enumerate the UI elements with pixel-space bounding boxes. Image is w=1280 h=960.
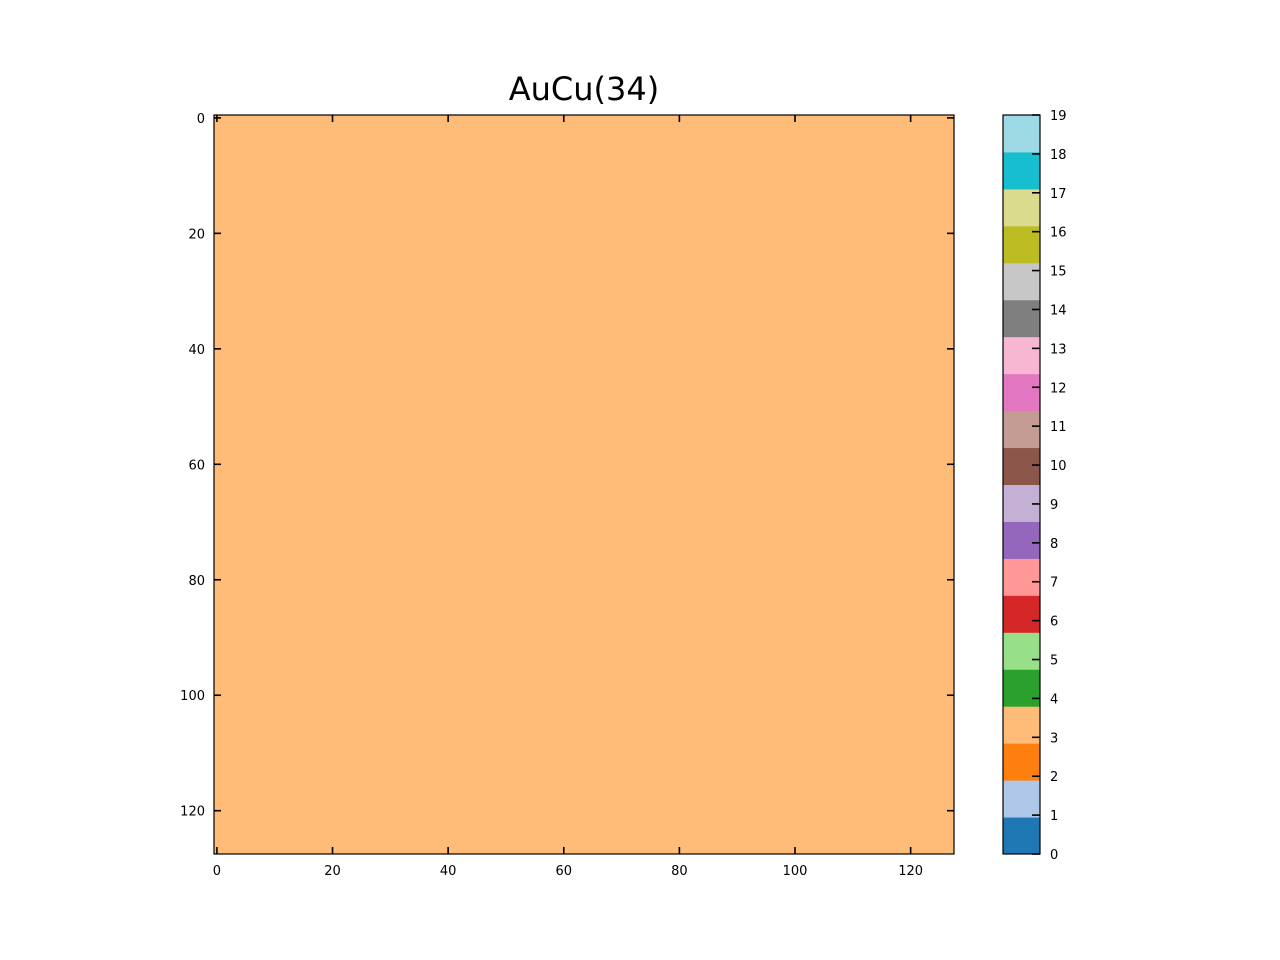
colorbar-swatch	[1003, 632, 1040, 670]
colorbar-swatch	[1003, 780, 1040, 818]
chart-title: AuCu(34)	[509, 70, 659, 108]
colorbar-swatch	[1003, 188, 1040, 227]
colorbar-tick-label: 5	[1050, 654, 1058, 669]
colorbar-tick-label: 6	[1050, 615, 1058, 630]
heatmap	[214, 115, 954, 854]
y-tick-label: 40	[188, 343, 205, 358]
x-tick-label: 120	[898, 864, 923, 879]
x-axis: 0 20 40 60 80 100 120	[213, 115, 923, 879]
colorbar-tick-label: 18	[1050, 148, 1067, 163]
colorbar-tick-label: 11	[1050, 420, 1067, 435]
colorbar-tick-label: 9	[1050, 498, 1058, 513]
colorbar-swatch	[1003, 817, 1040, 855]
colorbar-swatch	[1003, 410, 1040, 449]
x-tick-label: 100	[783, 864, 808, 879]
colorbar-tick-label: 2	[1050, 770, 1058, 785]
y-tick-label: 80	[188, 574, 205, 589]
colorbar-swatch	[1003, 373, 1040, 412]
colorbar-tick-label: 10	[1050, 459, 1067, 474]
x-tick-label: 60	[555, 864, 572, 879]
x-tick-label: 40	[440, 864, 457, 879]
colorbar-tick-label: 13	[1050, 342, 1067, 357]
colorbar-swatch	[1003, 447, 1040, 485]
colorbar-tick-label: 14	[1050, 303, 1067, 318]
y-tick-label: 0	[197, 112, 205, 127]
colorbar-swatch	[1003, 595, 1040, 633]
heatmap-cell	[214, 115, 954, 854]
colorbar-tick-label: 17	[1050, 187, 1067, 202]
colorbar-tick-label: 3	[1050, 731, 1058, 746]
plot-frame	[213, 114, 955, 855]
colorbar-swatch	[1003, 299, 1040, 338]
x-tick-label: 0	[213, 864, 221, 879]
colorbar-swatch	[1003, 336, 1040, 375]
colorbar-tick-label: 7	[1050, 576, 1058, 591]
colorbar-swatch	[1003, 558, 1040, 596]
x-tick-label: 20	[324, 864, 341, 879]
colorbar-tick-label: 12	[1050, 381, 1067, 396]
y-axis: 0 20 40 60 80 100 120	[180, 112, 954, 820]
colorbar-tick-label: 1	[1050, 809, 1058, 824]
y-tick-label: 100	[180, 689, 205, 704]
colorbar-tick-label: 16	[1050, 226, 1067, 241]
y-tick-label: 60	[188, 458, 205, 473]
y-tick-label: 120	[180, 805, 205, 820]
y-tick-label: 20	[188, 227, 205, 242]
colorbar-swatch	[1003, 115, 1040, 153]
colorbar-frame	[1002, 114, 1041, 855]
x-tick-label: 80	[671, 864, 688, 879]
colorbar	[1003, 115, 1040, 855]
colorbar-tick-label: 19	[1050, 109, 1067, 124]
colorbar-swatch	[1003, 151, 1040, 190]
colorbar-tick-label: 8	[1050, 537, 1058, 552]
colorbar-swatch	[1003, 262, 1040, 301]
colorbar-tick-label: 0	[1050, 848, 1058, 863]
colorbar-tick-label: 4	[1050, 692, 1058, 707]
colorbar-swatch	[1003, 743, 1040, 781]
colorbar-tick-label: 15	[1050, 265, 1067, 280]
colorbar-swatch	[1003, 669, 1040, 707]
colorbar-swatch	[1003, 521, 1040, 559]
